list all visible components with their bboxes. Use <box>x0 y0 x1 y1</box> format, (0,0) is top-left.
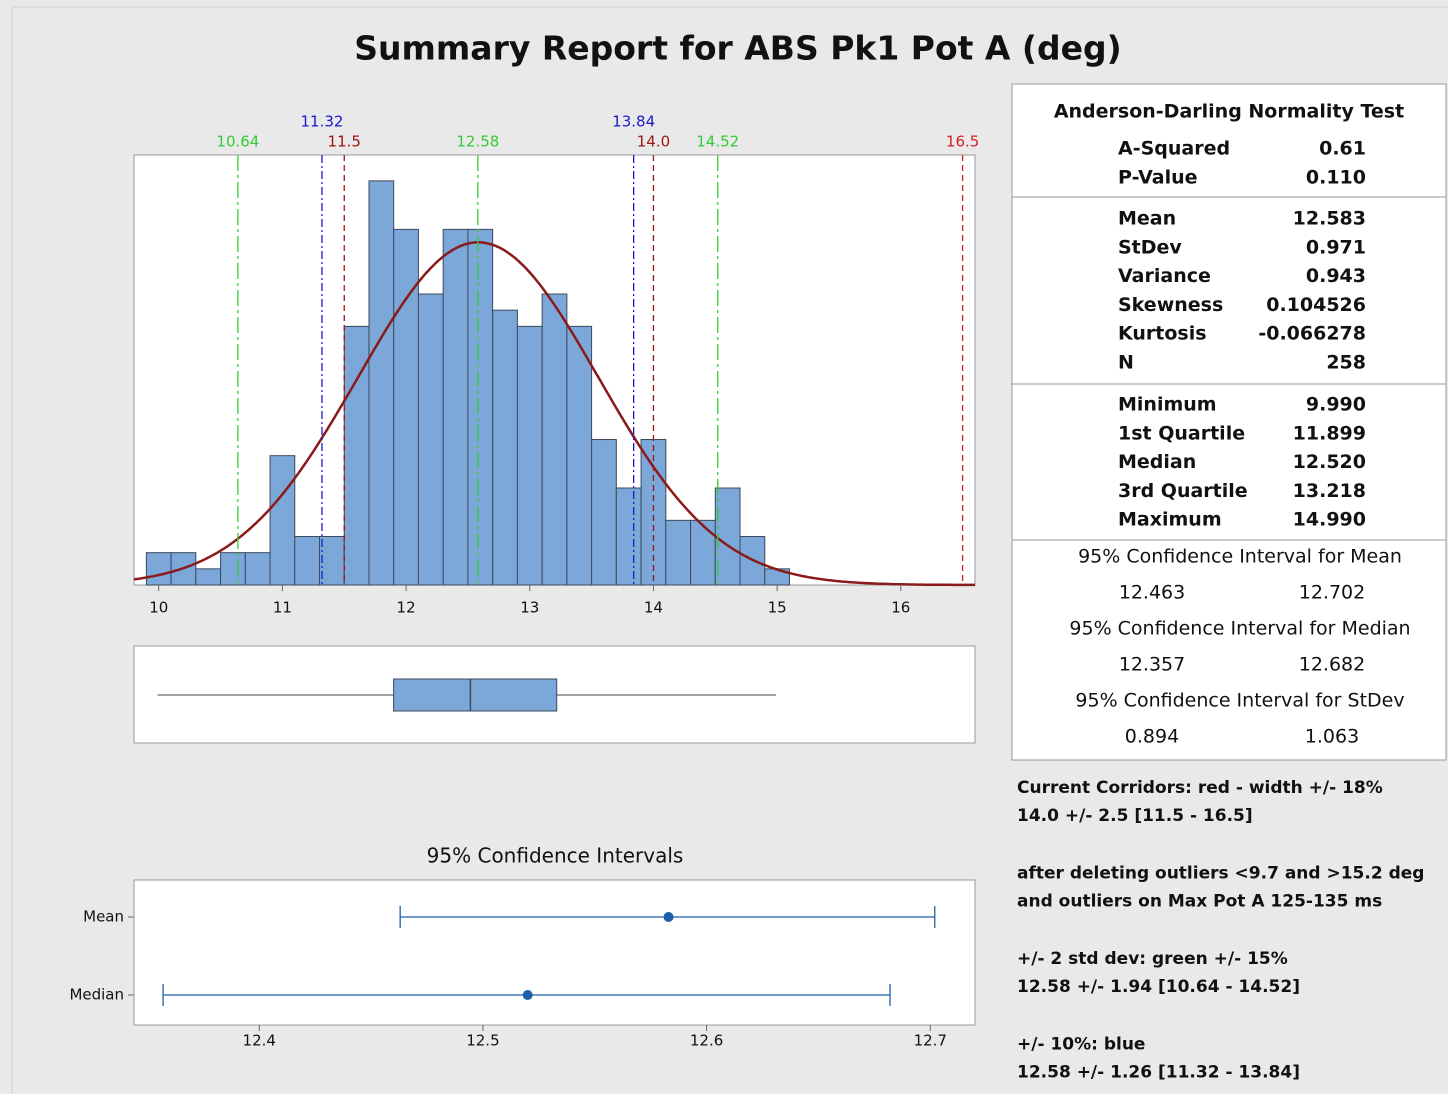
bar <box>615 487 642 586</box>
interval-title: 95% Confidence Intervals <box>427 844 684 868</box>
reference-label: 10.64 <box>216 133 259 151</box>
reference-label: 12.58 <box>456 133 499 151</box>
x-tick-label: 14 <box>644 599 663 617</box>
ci-value: 12.682 <box>1299 654 1365 676</box>
stat-value: 13.218 <box>1293 480 1366 502</box>
x-tick-label: 12.6 <box>690 1032 723 1050</box>
note-line: +/- 2 std dev: green +/- 15% <box>1017 949 1288 969</box>
stat-value: 258 <box>1326 352 1366 374</box>
reference-label: 14.0 <box>637 133 670 151</box>
stat-label: A-Squared <box>1118 138 1230 160</box>
bar <box>195 568 222 586</box>
bar <box>442 228 469 586</box>
stat-value: 12.583 <box>1293 208 1366 230</box>
ci-value: 12.357 <box>1119 654 1185 676</box>
bar <box>714 487 741 586</box>
bar <box>417 293 444 586</box>
bar <box>220 552 246 586</box>
x-tick-label: 12.5 <box>466 1032 499 1050</box>
bar <box>492 309 518 586</box>
x-tick-label: 15 <box>768 599 787 617</box>
interval-panel <box>133 879 976 1026</box>
ci-value: 1.063 <box>1305 726 1359 748</box>
stat-label: Kurtosis <box>1118 323 1207 345</box>
stat-label: 1st Quartile <box>1118 422 1245 444</box>
estimate-point <box>522 990 533 1000</box>
note-line: +/- 10%: blue <box>1017 1035 1145 1055</box>
stat-label: Variance <box>1118 265 1211 287</box>
reference-label: 16.5 <box>946 133 979 151</box>
box <box>393 678 558 712</box>
bar <box>665 519 692 586</box>
note-line: Current Corridors: red - width +/- 18% <box>1017 778 1383 798</box>
report-title: Summary Report for ABS Pk1 Pot A (deg) <box>354 29 1121 68</box>
stat-label: Skewness <box>1118 294 1223 316</box>
table-heading: Anderson-Darling Normality Test <box>1054 101 1404 123</box>
x-tick-label: 12 <box>397 599 416 617</box>
note-line: 12.58 +/- 1.94 [10.64 - 14.52] <box>1017 977 1300 997</box>
stat-label: 3rd Quartile <box>1118 480 1248 502</box>
reference-label: 11.32 <box>301 113 344 131</box>
x-tick-label: 12.7 <box>914 1032 947 1050</box>
note-line: 14.0 +/- 2.5 [11.5 - 16.5] <box>1017 806 1253 826</box>
note-line: 12.58 +/- 1.26 [11.32 - 13.84] <box>1017 1063 1300 1083</box>
stat-label: Minimum <box>1118 394 1217 416</box>
bar <box>244 552 271 586</box>
note-line: and outliers on Max Pot A 125-135 ms <box>1017 892 1382 912</box>
bar <box>368 180 395 586</box>
reference-label: 14.52 <box>696 133 739 151</box>
category-label: Median <box>69 986 124 1004</box>
stat-value: -0.066278 <box>1258 323 1366 345</box>
ci-heading: 95% Confidence Interval for StDev <box>1075 690 1404 712</box>
stat-value: 12.520 <box>1293 451 1366 473</box>
stat-value: 0.110 <box>1306 166 1366 188</box>
x-tick-label: 13 <box>520 599 539 617</box>
stat-value: 11.899 <box>1293 422 1366 444</box>
stat-label: StDev <box>1118 236 1182 258</box>
bar <box>690 519 716 586</box>
bar <box>145 552 172 586</box>
bar <box>294 536 321 586</box>
reference-label: 13.84 <box>612 113 655 131</box>
bar <box>541 293 568 586</box>
bar <box>319 536 345 586</box>
stat-label: P-Value <box>1118 166 1198 188</box>
stat-value: 14.990 <box>1293 509 1366 531</box>
stat-label: N <box>1118 352 1134 374</box>
bar <box>640 439 667 586</box>
stat-value: 9.990 <box>1306 394 1366 416</box>
stat-label: Mean <box>1118 208 1176 230</box>
ci-value: 0.894 <box>1125 726 1179 748</box>
bar <box>269 455 296 586</box>
bar <box>393 228 419 586</box>
x-tick-label: 12.4 <box>243 1032 276 1050</box>
ci-value: 12.463 <box>1119 582 1185 604</box>
stat-value: 0.943 <box>1306 265 1366 287</box>
stat-label: Median <box>1118 451 1196 473</box>
stat-label: Maximum <box>1118 509 1222 531</box>
bar <box>516 325 543 586</box>
bar <box>566 325 593 586</box>
ci-value: 12.702 <box>1299 582 1365 604</box>
ci-heading: 95% Confidence Interval for Median <box>1069 618 1410 640</box>
normal-curve <box>133 241 975 587</box>
bar <box>467 228 494 586</box>
stat-value: 0.104526 <box>1266 294 1366 316</box>
x-tick-label: 10 <box>149 599 168 617</box>
reference-label: 11.5 <box>328 133 361 151</box>
estimate-point <box>663 912 674 922</box>
stat-value: 0.61 <box>1319 138 1366 160</box>
x-tick-label: 11 <box>273 599 292 617</box>
x-tick-label: 16 <box>891 599 910 617</box>
category-label: Mean <box>83 908 124 926</box>
note-line: after deleting outliers <9.7 and >15.2 d… <box>1017 864 1424 884</box>
stat-value: 0.971 <box>1306 236 1366 258</box>
bar <box>591 439 617 586</box>
ci-heading: 95% Confidence Interval for Mean <box>1078 546 1402 568</box>
